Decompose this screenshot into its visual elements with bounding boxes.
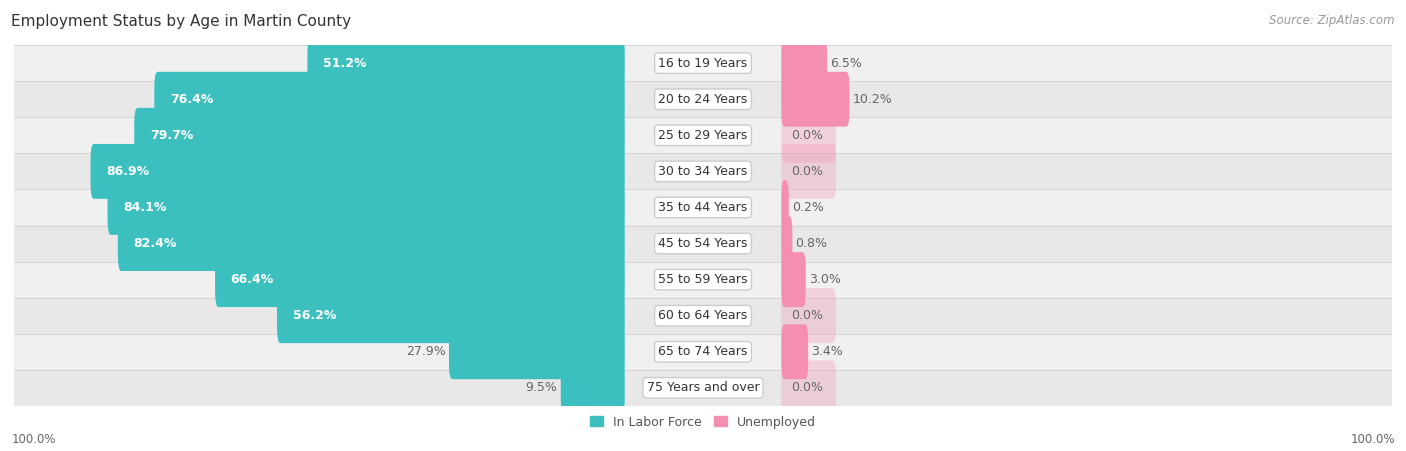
FancyBboxPatch shape xyxy=(215,252,624,307)
FancyBboxPatch shape xyxy=(90,144,624,199)
FancyBboxPatch shape xyxy=(308,36,624,91)
FancyBboxPatch shape xyxy=(782,288,837,343)
Bar xyxy=(14,334,1392,370)
Text: 51.2%: 51.2% xyxy=(323,57,367,69)
Text: 3.0%: 3.0% xyxy=(808,273,841,286)
Text: 0.8%: 0.8% xyxy=(796,237,828,250)
Text: 6.5%: 6.5% xyxy=(830,57,862,69)
FancyBboxPatch shape xyxy=(277,288,624,343)
Bar xyxy=(14,298,1392,334)
Text: 27.9%: 27.9% xyxy=(406,345,446,358)
Text: 76.4%: 76.4% xyxy=(170,93,214,106)
Text: 3.4%: 3.4% xyxy=(811,345,844,358)
Text: 0.0%: 0.0% xyxy=(790,309,823,322)
FancyBboxPatch shape xyxy=(782,144,837,199)
FancyBboxPatch shape xyxy=(782,72,849,127)
Bar xyxy=(14,262,1392,298)
Text: 79.7%: 79.7% xyxy=(150,129,193,142)
FancyBboxPatch shape xyxy=(782,216,793,271)
Bar xyxy=(14,153,1392,189)
Text: 86.9%: 86.9% xyxy=(107,165,149,178)
FancyBboxPatch shape xyxy=(107,180,624,235)
FancyBboxPatch shape xyxy=(782,252,806,307)
FancyBboxPatch shape xyxy=(155,72,624,127)
Text: 30 to 34 Years: 30 to 34 Years xyxy=(658,165,748,178)
Bar xyxy=(14,370,1392,406)
Text: 16 to 19 Years: 16 to 19 Years xyxy=(658,57,748,69)
Bar xyxy=(14,117,1392,153)
Text: 20 to 24 Years: 20 to 24 Years xyxy=(658,93,748,106)
Bar xyxy=(14,189,1392,226)
Bar xyxy=(14,45,1392,81)
FancyBboxPatch shape xyxy=(449,324,624,379)
Text: 25 to 29 Years: 25 to 29 Years xyxy=(658,129,748,142)
Text: 65 to 74 Years: 65 to 74 Years xyxy=(658,345,748,358)
Text: 9.5%: 9.5% xyxy=(526,382,558,394)
Text: 45 to 54 Years: 45 to 54 Years xyxy=(658,237,748,250)
Text: 100.0%: 100.0% xyxy=(1350,433,1395,446)
Text: 56.2%: 56.2% xyxy=(292,309,336,322)
FancyBboxPatch shape xyxy=(561,360,624,415)
Text: 100.0%: 100.0% xyxy=(11,433,56,446)
Text: 0.0%: 0.0% xyxy=(790,165,823,178)
Bar xyxy=(14,226,1392,262)
FancyBboxPatch shape xyxy=(782,360,837,415)
Text: 84.1%: 84.1% xyxy=(124,201,166,214)
Text: 0.0%: 0.0% xyxy=(790,129,823,142)
FancyBboxPatch shape xyxy=(782,180,789,235)
FancyBboxPatch shape xyxy=(782,36,827,91)
Text: 0.2%: 0.2% xyxy=(792,201,824,214)
Text: 10.2%: 10.2% xyxy=(852,93,893,106)
FancyBboxPatch shape xyxy=(782,324,808,379)
FancyBboxPatch shape xyxy=(782,108,837,163)
FancyBboxPatch shape xyxy=(118,216,624,271)
FancyBboxPatch shape xyxy=(134,108,624,163)
Text: 55 to 59 Years: 55 to 59 Years xyxy=(658,273,748,286)
Text: 60 to 64 Years: 60 to 64 Years xyxy=(658,309,748,322)
Legend: In Labor Force, Unemployed: In Labor Force, Unemployed xyxy=(591,415,815,428)
Text: 66.4%: 66.4% xyxy=(231,273,274,286)
Bar xyxy=(14,81,1392,117)
Text: Employment Status by Age in Martin County: Employment Status by Age in Martin Count… xyxy=(11,14,352,28)
Text: 75 Years and over: 75 Years and over xyxy=(647,382,759,394)
Text: Source: ZipAtlas.com: Source: ZipAtlas.com xyxy=(1270,14,1395,27)
Text: 35 to 44 Years: 35 to 44 Years xyxy=(658,201,748,214)
Text: 0.0%: 0.0% xyxy=(790,382,823,394)
Text: 82.4%: 82.4% xyxy=(134,237,177,250)
